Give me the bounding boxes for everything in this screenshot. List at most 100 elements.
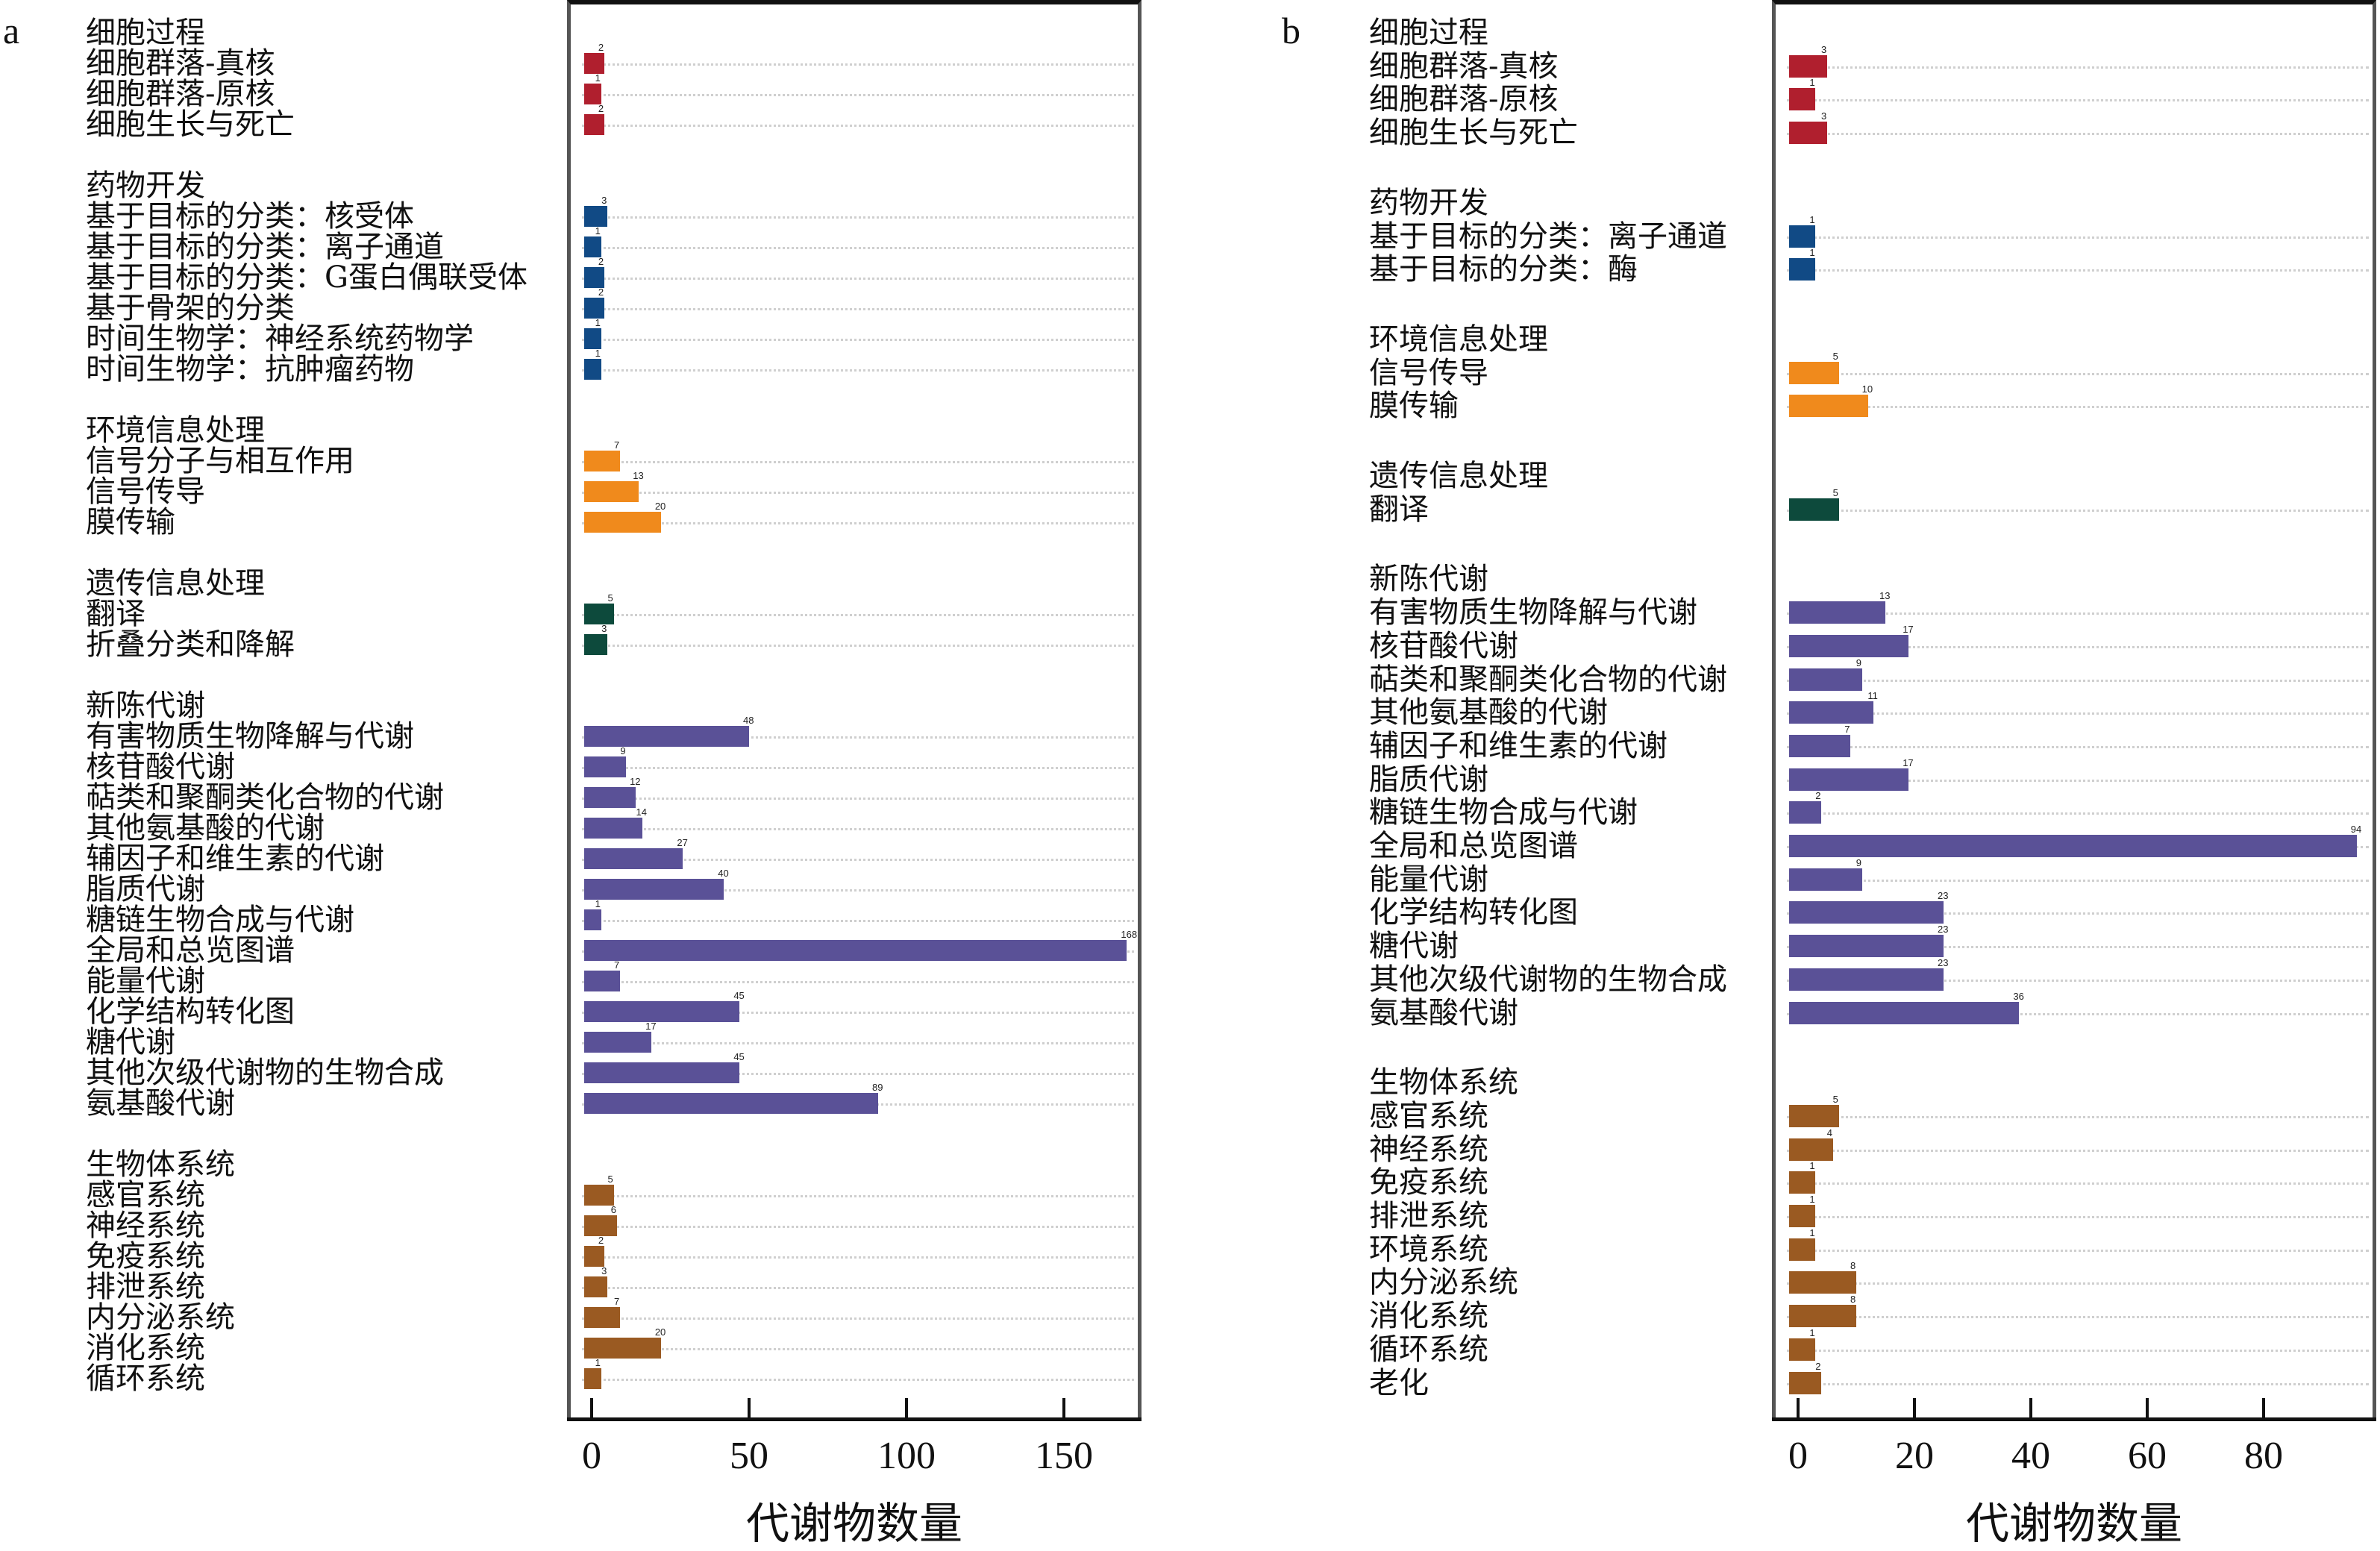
bar xyxy=(1789,1171,1816,1194)
category-label: 能量代谢 xyxy=(86,964,205,998)
gridline xyxy=(1787,979,2369,982)
bar-value-label: 3 xyxy=(601,195,607,206)
x-tick xyxy=(2029,1398,2032,1417)
gridline xyxy=(1787,133,2369,136)
category-label: 循环系统 xyxy=(86,1362,205,1396)
bar xyxy=(584,1246,604,1267)
bar xyxy=(584,236,601,257)
category-label: 糖链生物合成与代谢 xyxy=(1369,795,1638,830)
gridline xyxy=(1787,1012,2369,1015)
bar xyxy=(1789,1305,1856,1328)
category-label: 基于目标的分类：离子通道 xyxy=(86,230,444,264)
bar xyxy=(584,451,620,471)
bar-value-label: 20 xyxy=(654,501,666,512)
bar xyxy=(584,1032,652,1053)
bar xyxy=(584,1276,608,1297)
category-label: 信号传导 xyxy=(1369,355,1488,390)
x-tick xyxy=(905,1398,908,1417)
category-label: 氨基酸代谢 xyxy=(1369,995,1518,1030)
bar-value-label: 168 xyxy=(1121,929,1138,940)
bar xyxy=(1789,1238,1816,1261)
category-label: 脂质代谢 xyxy=(1369,762,1488,797)
bar xyxy=(1789,734,1851,757)
bar-value-label: 89 xyxy=(872,1082,883,1093)
bar xyxy=(584,909,601,930)
group-header: 新陈代谢 xyxy=(1369,562,1488,597)
x-tick-label: 50 xyxy=(730,1435,768,1477)
panel-letter-b: b xyxy=(1282,10,1300,51)
bar xyxy=(1789,668,1862,691)
bar xyxy=(1789,801,1822,824)
bar-value-label: 1 xyxy=(595,317,601,328)
category-label: 脂质代谢 xyxy=(86,872,205,906)
category-label: 细胞生长与死亡 xyxy=(86,107,295,142)
bar-value-label: 6 xyxy=(610,1204,616,1215)
bar-value-label: 7 xyxy=(1844,723,1850,735)
gridline xyxy=(582,247,1134,249)
category-label: 辅因子和维生素的代谢 xyxy=(1369,728,1667,763)
category-label: 其他氨基酸的代谢 xyxy=(86,811,325,845)
category-label: 时间生物学：抗肿瘤药物 xyxy=(86,352,414,386)
gridline xyxy=(582,1073,1134,1075)
group-header: 遗传信息处理 xyxy=(86,566,265,601)
x-tick-label: 150 xyxy=(1035,1435,1093,1477)
group-header: 生物体系统 xyxy=(86,1147,235,1182)
x-tick-label: 100 xyxy=(877,1435,936,1477)
bar xyxy=(584,818,642,839)
category-label: 细胞群落-真核 xyxy=(86,46,275,81)
group-header: 生物体系统 xyxy=(1369,1065,1518,1100)
gridline xyxy=(1787,679,2369,682)
bar xyxy=(1789,634,1909,657)
bar xyxy=(1789,122,1827,145)
gridline xyxy=(1787,1382,2369,1385)
category-label: 内分泌系统 xyxy=(86,1300,235,1335)
bar-value-label: 1 xyxy=(1809,1160,1815,1172)
bar xyxy=(584,481,639,502)
category-label: 氨基酸代谢 xyxy=(86,1086,235,1121)
gridline xyxy=(1787,99,2369,102)
category-label: 消化系统 xyxy=(1369,1299,1488,1334)
category-label: 细胞群落-原核 xyxy=(86,77,275,111)
gridline xyxy=(582,522,1134,524)
x-tick xyxy=(748,1398,751,1417)
category-label: 化学结构转化图 xyxy=(1369,895,1578,930)
group-header: 环境信息处理 xyxy=(86,413,265,448)
category-label: 辅因子和维生素的代谢 xyxy=(86,842,384,876)
bar xyxy=(584,756,627,777)
bar xyxy=(1789,225,1816,248)
bar-value-label: 20 xyxy=(654,1326,666,1338)
bar xyxy=(584,359,601,380)
bar-value-label: 8 xyxy=(1850,1260,1856,1272)
category-label: 排泄系统 xyxy=(86,1270,205,1304)
bar xyxy=(584,328,601,349)
category-label: 其他次级代谢物的生物合成 xyxy=(1369,962,1727,997)
gridline xyxy=(1787,406,2369,409)
bar xyxy=(584,84,601,104)
bar xyxy=(584,879,724,900)
bar-value-label: 1 xyxy=(595,348,601,359)
gridline xyxy=(1787,1316,2369,1319)
bar xyxy=(1789,935,1944,958)
x-tick xyxy=(590,1398,593,1417)
bar xyxy=(1789,701,1874,724)
bar xyxy=(1789,1271,1856,1294)
bar xyxy=(584,726,749,747)
bar-value-label: 3 xyxy=(601,623,607,634)
bar xyxy=(584,1307,620,1328)
bar-value-label: 9 xyxy=(1856,856,1862,868)
gridline xyxy=(1787,879,2369,882)
gridline xyxy=(582,767,1134,769)
bar-value-label: 48 xyxy=(743,715,754,726)
category-label: 信号传导 xyxy=(86,474,205,509)
bar xyxy=(1789,901,1944,924)
x-tick xyxy=(1913,1398,1916,1417)
bar-value-label: 5 xyxy=(1832,486,1838,498)
gridline xyxy=(582,339,1134,341)
gridline xyxy=(1787,1282,2369,1285)
plot-area xyxy=(1772,0,2376,1417)
gridline xyxy=(1787,66,2369,69)
gridline xyxy=(582,981,1134,983)
x-tick xyxy=(2262,1398,2265,1417)
gridline xyxy=(1787,645,2369,648)
bar-value-label: 9 xyxy=(1856,657,1862,668)
